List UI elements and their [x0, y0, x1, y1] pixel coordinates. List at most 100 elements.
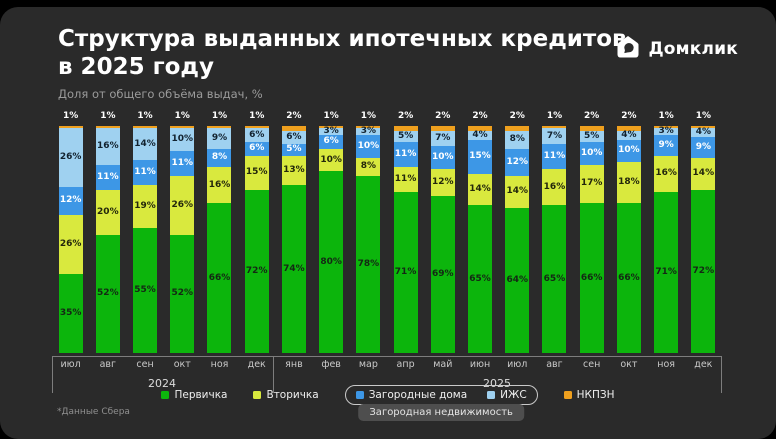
- bar-column: 1% 52% 20% 11% 16% авг: [89, 110, 126, 370]
- stacked-bar-chart: 1% 35% 26% 12% 26% июл 1% 52% 20% 11% 16% авг 1% 55% 1…: [52, 110, 722, 410]
- bar-segment: 8%: [505, 130, 530, 149]
- bar-segment: 52%: [170, 234, 195, 353]
- bar-segment: [58, 126, 83, 129]
- bar-segment-label: 74%: [283, 263, 305, 274]
- bar-segment: [170, 126, 195, 129]
- bar-segment-label: 14%: [506, 186, 528, 197]
- x-axis-line: [52, 356, 722, 357]
- bar-stack: 65% 14% 15% 4%: [468, 126, 493, 353]
- bar-segment-label: 9%: [695, 142, 711, 153]
- bar-segment-label: 6%: [249, 129, 265, 140]
- bar-segment-label: 8%: [360, 161, 376, 172]
- bar-segment: 5%: [281, 144, 306, 156]
- bar-segment: 12%: [58, 187, 83, 215]
- bar-top-label: 1%: [249, 111, 265, 121]
- bar-stack: 66% 18% 10% 4%: [616, 126, 641, 353]
- month-label: янв: [285, 359, 303, 370]
- bar-segment: 6%: [281, 130, 306, 145]
- bar-segment-label: 15%: [245, 167, 268, 178]
- bar-column: 1% 72% 14% 9% 4% дек: [685, 110, 722, 370]
- bar-segment: [319, 126, 344, 129]
- bar-segment-label: 8%: [509, 134, 525, 145]
- bar-stack: 80% 10% 6% 3%: [319, 126, 344, 353]
- bar-segment: [691, 126, 716, 129]
- bar-segment-label: 10%: [618, 145, 640, 156]
- bar-segment: 10%: [616, 139, 641, 163]
- bar-segment: 9%: [207, 128, 232, 149]
- bar-top-label: 2%: [621, 111, 637, 121]
- bar-segment: 66%: [616, 203, 641, 353]
- bar-segment-label: 15%: [469, 151, 491, 162]
- bar-segment-label: 65%: [469, 273, 491, 284]
- bar-segment: 74%: [281, 185, 306, 353]
- bar-segment: [356, 126, 381, 129]
- bar-stack: 66% 16% 8% 9%: [207, 126, 232, 353]
- bar-segment-label: 10%: [320, 154, 342, 165]
- bar-segment-label: 9%: [211, 133, 228, 143]
- bar-segment: 72%: [244, 189, 269, 353]
- bar-segment-label: 9%: [658, 139, 674, 150]
- month-label: мар: [358, 359, 378, 370]
- bar-segment-label: 11%: [543, 151, 566, 162]
- bar-segment: 8%: [207, 148, 232, 167]
- bar-segment-label: 13%: [283, 164, 305, 175]
- bar-segment-label: 3%: [323, 126, 339, 137]
- bar-column: 2% 71% 11% 11% 5% апр: [387, 110, 424, 370]
- bar-segment-label: 64%: [506, 274, 528, 285]
- bar-segment-label: 16%: [655, 168, 677, 179]
- chart-subtitle: Доля от общего объёма выдач, %: [58, 87, 263, 101]
- bar-segment: 4%: [468, 130, 493, 140]
- bar-column: 1% 35% 26% 12% 26% июл: [52, 110, 89, 370]
- bar-segment-label: 26%: [59, 238, 82, 249]
- bar-segment: 65%: [542, 205, 567, 353]
- year-label-2024: 2024: [148, 377, 176, 390]
- bar-segment: [393, 126, 418, 131]
- bar-segment: 16%: [542, 169, 567, 206]
- bar-segment-label: 65%: [543, 273, 566, 284]
- bar-segment-label: 4%: [695, 127, 711, 138]
- month-label: дек: [247, 359, 266, 370]
- page-title-line1: Структура выданных ипотечных кредитов: [58, 26, 627, 52]
- bar-segment-label: 7%: [435, 133, 451, 144]
- legend-item-izhs: ИЖС: [487, 389, 527, 401]
- month-label: май: [433, 359, 453, 370]
- bar-column: 1% 71% 16% 9% 3% ноя: [648, 110, 685, 370]
- bar-top-label: 1%: [174, 111, 190, 121]
- bar-segment: 66%: [207, 203, 232, 353]
- bar-segment: 9%: [691, 137, 716, 158]
- bar-column: 2% 66% 17% 10% 5% сен: [573, 110, 610, 370]
- axis-tick-left: [52, 356, 53, 393]
- bar-segment: 69%: [430, 196, 455, 353]
- bar-segment-label: 71%: [394, 266, 417, 277]
- bar-top-label: 1%: [62, 111, 79, 121]
- bar-segment: 8%: [356, 157, 381, 176]
- bar-segment-label: 17%: [580, 178, 603, 189]
- month-label: ноя: [657, 359, 675, 370]
- legend-group-country-realestate[interactable]: Загородные дома ИЖС Загородная недвижимо…: [344, 385, 538, 421]
- bar-segment-label: 10%: [357, 140, 380, 151]
- bar-stack: 74% 13% 5% 6%: [281, 126, 306, 353]
- bar-top-label: 2%: [472, 111, 488, 121]
- bar-stack: 72% 14% 9% 4%: [691, 126, 716, 353]
- bar-segment: [468, 126, 493, 131]
- bar-segment: 16%: [654, 155, 679, 192]
- bar-top-label: 1%: [360, 111, 376, 121]
- bar-segment-label: 5%: [584, 130, 600, 141]
- bar-segment: 16%: [207, 166, 232, 204]
- bar-stack: 72% 15% 6% 6%: [244, 126, 269, 353]
- bar-top-label: 1%: [100, 111, 116, 121]
- bar-column: 1% 52% 26% 11% 10% окт: [164, 110, 201, 370]
- bar-column: 1% 65% 16% 11% 7% авг: [536, 110, 573, 370]
- bar-segment-label: 71%: [655, 266, 677, 277]
- legend-swatch-nkpzn: [563, 391, 572, 399]
- bar-segment-label: 11%: [134, 167, 156, 178]
- bar-segment: 4%: [691, 127, 716, 138]
- bar-segment-label: 14%: [692, 168, 715, 179]
- bar-column: 1% 78% 8% 10% 3% мар: [350, 110, 387, 370]
- bar-segment: 11%: [133, 160, 158, 186]
- bar-column: 2% 64% 14% 12% 8% июл: [499, 110, 536, 370]
- bar-stack: 69% 12% 10% 7%: [430, 126, 455, 353]
- bar-column: 2% 66% 18% 10% 4% окт: [610, 110, 647, 370]
- bar-segment-label: 10%: [171, 134, 194, 145]
- bar-segment: 65%: [468, 205, 493, 353]
